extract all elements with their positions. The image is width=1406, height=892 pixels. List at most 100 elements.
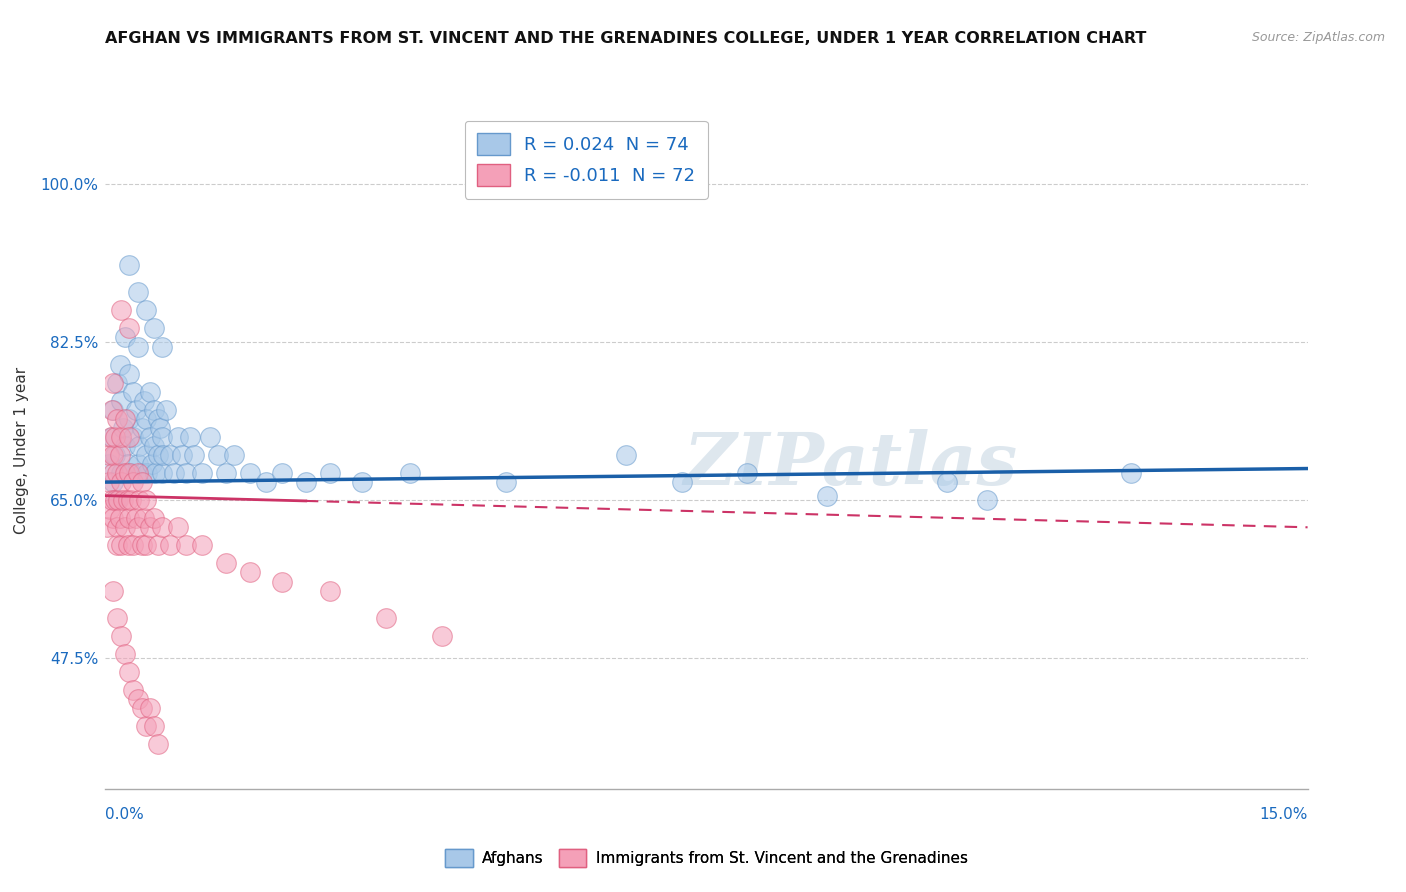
Point <box>399 466 422 480</box>
Text: 0.0%: 0.0% <box>105 807 145 822</box>
Point <box>239 466 262 480</box>
Point <box>179 430 201 444</box>
Point <box>152 448 174 462</box>
Point <box>142 321 165 335</box>
Point <box>350 475 373 489</box>
Point <box>135 719 157 733</box>
Point <box>122 384 145 399</box>
Point <box>107 520 129 534</box>
Point <box>319 466 342 480</box>
Point <box>114 330 136 344</box>
Point <box>149 421 172 435</box>
Point <box>120 466 142 480</box>
Point <box>103 376 125 390</box>
Point <box>183 448 205 462</box>
Point <box>107 610 129 624</box>
Point <box>110 629 132 643</box>
Point <box>815 489 838 503</box>
Point <box>110 538 132 552</box>
Point <box>671 475 693 489</box>
Point <box>190 466 212 480</box>
Point <box>135 493 157 508</box>
Point <box>495 475 517 489</box>
Point <box>135 448 157 462</box>
Point <box>112 421 135 435</box>
Point <box>110 393 132 408</box>
Point <box>107 466 129 480</box>
Point <box>166 430 188 444</box>
Point <box>430 629 453 643</box>
Point <box>319 583 342 598</box>
Point <box>110 303 132 318</box>
Point <box>110 466 132 480</box>
Point <box>118 367 141 381</box>
Point <box>101 402 124 417</box>
Point <box>976 493 998 508</box>
Point <box>143 466 166 480</box>
Point <box>118 466 141 480</box>
Point <box>107 493 129 508</box>
Point <box>127 285 149 300</box>
Point <box>101 430 124 444</box>
Point <box>97 475 120 489</box>
Point <box>222 448 245 462</box>
Point <box>170 448 193 462</box>
Point <box>131 421 153 435</box>
Point <box>101 493 124 508</box>
Point <box>103 511 125 525</box>
Point <box>142 439 165 453</box>
Point <box>198 430 221 444</box>
Point <box>117 457 139 471</box>
Point <box>114 466 136 480</box>
Point <box>107 493 129 508</box>
Point <box>107 412 129 426</box>
Point <box>118 412 141 426</box>
Point <box>135 303 157 318</box>
Point <box>138 701 160 715</box>
Point <box>107 376 129 390</box>
Point <box>159 448 181 462</box>
Point <box>146 737 169 751</box>
Point <box>155 402 177 417</box>
Point <box>122 538 145 552</box>
Point <box>146 538 169 552</box>
Point <box>270 574 292 589</box>
Point <box>128 439 150 453</box>
Point <box>150 430 173 444</box>
Point <box>122 683 145 698</box>
Point <box>114 520 136 534</box>
Point <box>101 466 124 480</box>
Point <box>98 502 121 516</box>
Point <box>136 466 159 480</box>
Point <box>125 511 148 525</box>
Legend: Afghans, Immigrants from St. Vincent and the Grenadines: Afghans, Immigrants from St. Vincent and… <box>439 842 974 873</box>
Point <box>936 475 959 489</box>
Point <box>98 457 121 471</box>
Point <box>117 538 139 552</box>
Point <box>142 719 165 733</box>
Point <box>150 466 173 480</box>
Point <box>118 321 141 335</box>
Point <box>110 430 132 444</box>
Point <box>114 412 136 426</box>
Point <box>118 511 141 525</box>
Point <box>118 430 141 444</box>
Point <box>146 412 169 426</box>
Point <box>98 448 121 462</box>
Point <box>118 665 141 679</box>
Point <box>138 384 160 399</box>
Point <box>112 493 135 508</box>
Point <box>131 701 153 715</box>
Point <box>104 430 127 444</box>
Point <box>166 520 188 534</box>
Point <box>103 583 125 598</box>
Point <box>138 520 160 534</box>
Text: AFGHAN VS IMMIGRANTS FROM ST. VINCENT AND THE GRENADINES COLLEGE, UNDER 1 YEAR C: AFGHAN VS IMMIGRANTS FROM ST. VINCENT AN… <box>105 31 1147 46</box>
Point <box>295 475 318 489</box>
Point <box>105 538 128 552</box>
Point <box>127 520 149 534</box>
Point <box>214 557 236 571</box>
Point <box>127 692 149 706</box>
Point <box>103 402 125 417</box>
Point <box>207 448 229 462</box>
